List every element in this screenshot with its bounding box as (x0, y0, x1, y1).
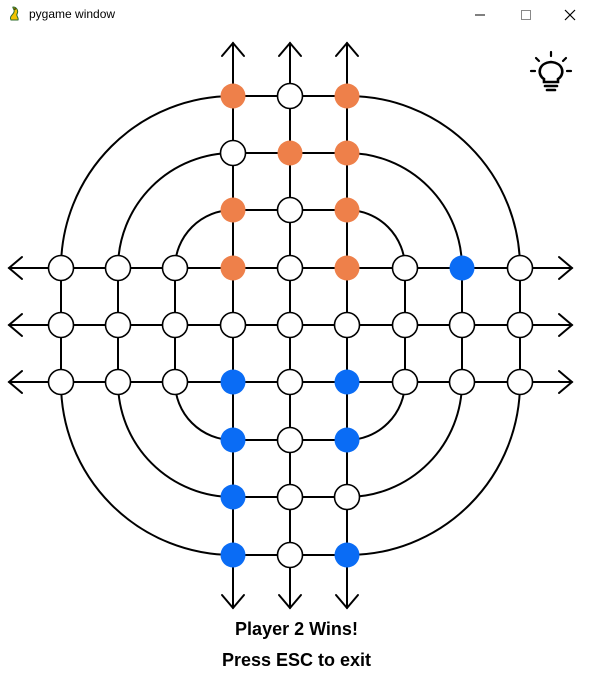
loop-arc (60, 95, 234, 269)
loop-arc (346, 381, 463, 498)
player1-piece[interactable] (334, 197, 360, 223)
winner-message: Player 2 Wins! (235, 619, 358, 639)
player1-piece[interactable] (277, 140, 303, 166)
empty-cell[interactable] (161, 311, 189, 339)
player2-piece[interactable] (220, 484, 246, 510)
empty-cell[interactable] (333, 483, 361, 511)
empty-cell[interactable] (333, 311, 361, 339)
loop-arc (346, 94, 521, 269)
empty-cell[interactable] (47, 368, 75, 396)
empty-cell[interactable] (276, 311, 304, 339)
empty-cell[interactable] (448, 311, 476, 339)
empty-cell[interactable] (161, 254, 189, 282)
player2-piece[interactable] (334, 542, 360, 568)
arrow-left-icon (7, 256, 23, 280)
close-button[interactable] (547, 0, 593, 30)
player1-piece[interactable] (220, 255, 246, 281)
empty-cell[interactable] (276, 368, 304, 396)
exit-instruction: Press ESC to exit (221, 650, 372, 670)
lightbulb-icon[interactable] (528, 50, 574, 96)
arrow-up-icon (278, 41, 302, 57)
player2-piece[interactable] (334, 369, 360, 395)
loop-arc (117, 152, 234, 269)
empty-cell[interactable] (219, 139, 247, 167)
arrow-down-icon (278, 594, 302, 610)
player2-piece[interactable] (220, 427, 246, 453)
close-icon (564, 9, 576, 21)
minimize-icon (475, 14, 485, 16)
empty-cell[interactable] (276, 254, 304, 282)
arrow-left-icon (7, 313, 23, 337)
player1-piece[interactable] (220, 83, 246, 109)
arrow-right-icon (558, 370, 574, 394)
player1-piece[interactable] (334, 83, 360, 109)
empty-cell[interactable] (47, 311, 75, 339)
empty-cell[interactable] (47, 254, 75, 282)
player1-piece[interactable] (334, 255, 360, 281)
empty-cell[interactable] (506, 368, 534, 396)
board-cells (47, 82, 534, 569)
empty-cell[interactable] (104, 368, 132, 396)
arrow-left-icon (7, 370, 23, 394)
empty-cell[interactable] (276, 426, 304, 454)
empty-cell[interactable] (276, 541, 304, 569)
pygame-snake-icon (9, 6, 19, 21)
maximize-button[interactable] (503, 0, 549, 30)
empty-cell[interactable] (276, 483, 304, 511)
empty-cell[interactable] (161, 368, 189, 396)
player2-piece[interactable] (220, 542, 246, 568)
empty-cell[interactable] (448, 368, 476, 396)
empty-cell[interactable] (104, 254, 132, 282)
arrow-up-icon (335, 41, 359, 57)
arrow-right-icon (558, 313, 574, 337)
loop-arc (346, 152, 463, 269)
empty-cell[interactable] (276, 82, 304, 110)
minimize-button[interactable] (457, 0, 503, 30)
player1-piece[interactable] (334, 140, 360, 166)
player1-piece[interactable] (220, 197, 246, 223)
empty-cell[interactable] (506, 311, 534, 339)
empty-cell[interactable] (391, 368, 419, 396)
arrow-right-icon (558, 256, 574, 280)
loop-arc (59, 381, 234, 556)
empty-cell[interactable] (391, 311, 419, 339)
player2-piece[interactable] (220, 369, 246, 395)
arrow-down-icon (335, 594, 359, 610)
loop-arc (346, 381, 522, 557)
empty-cell[interactable] (104, 311, 132, 339)
window-title: pygame window (29, 7, 116, 21)
title-bar: pygame window (0, 0, 593, 30)
arrow-up-icon (221, 41, 245, 57)
player2-piece[interactable] (449, 255, 475, 281)
arrow-down-icon (221, 594, 245, 610)
player2-piece[interactable] (334, 427, 360, 453)
loop-arc (117, 381, 234, 498)
empty-cell[interactable] (219, 311, 247, 339)
empty-cell[interactable] (276, 196, 304, 224)
empty-cell[interactable] (391, 254, 419, 282)
empty-cell[interactable] (506, 254, 534, 282)
game-board (7, 41, 574, 610)
maximize-icon (521, 10, 531, 20)
